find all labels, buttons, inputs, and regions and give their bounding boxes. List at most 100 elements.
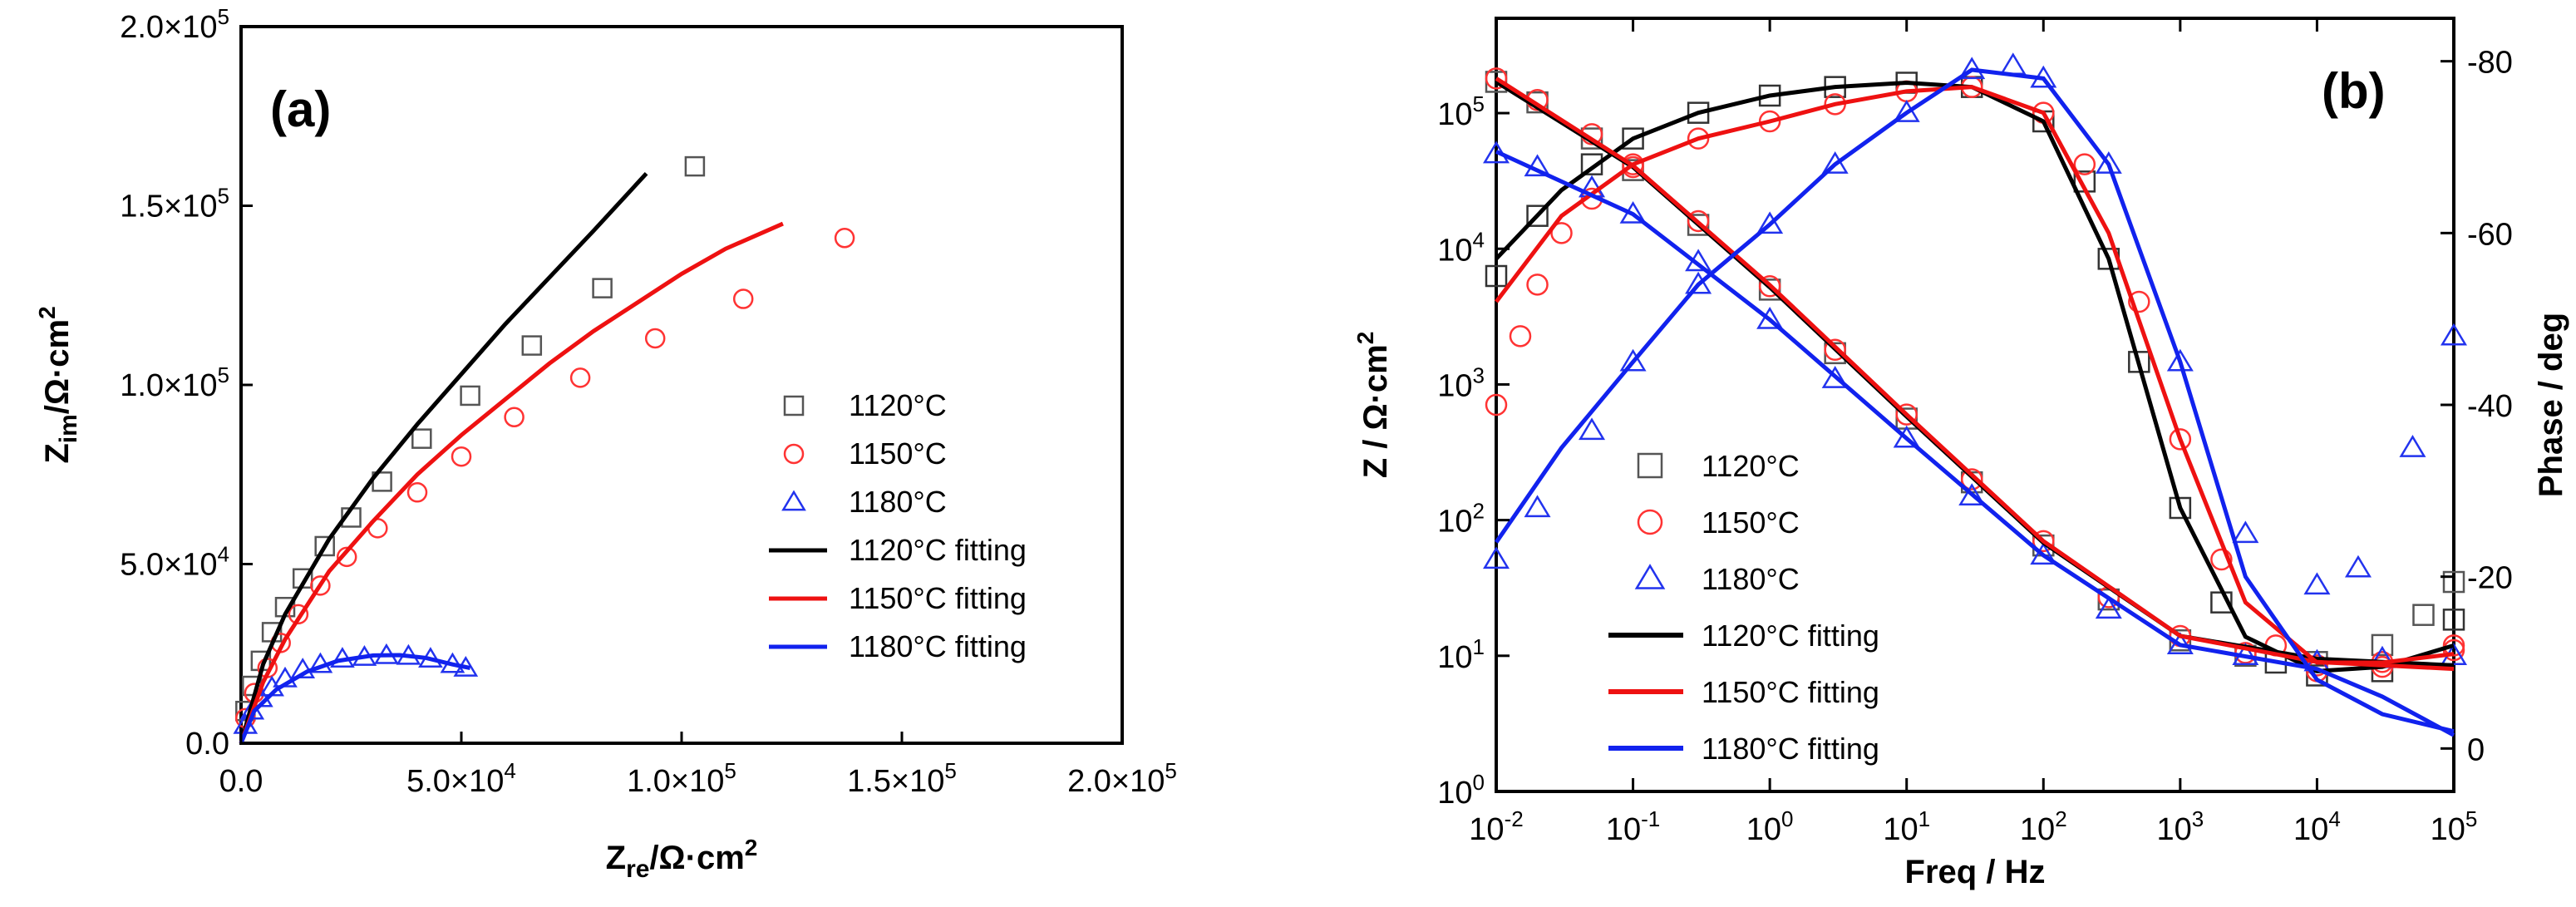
b-point-1180-c-modulus-7 <box>1893 425 1920 448</box>
b-y2-tick-label-0: 0 <box>2467 732 2485 767</box>
panel-b-y-axis-title: Z / Ω·cm2 <box>1352 332 1394 479</box>
b-legend-label-1150-c: 1150°C <box>1702 505 1800 540</box>
legend-label-1120-c: 1120°C <box>849 388 947 422</box>
b-point-1150-c-phase-0 <box>1485 393 1508 417</box>
b-point-1180-c-phase-17 <box>2440 323 2468 346</box>
b-point-1150-c-modulus-8 <box>1960 468 1983 490</box>
point-1120-c-6 <box>314 535 335 557</box>
legend-swatch-1120-c <box>783 395 805 417</box>
point-1150-c-9 <box>451 446 472 467</box>
b-legend-label-1180-c-fitting: 1180°C fitting <box>1702 732 1879 766</box>
panel-b-ticks: 10-2 10-1 100 101 102 103 104 105 100 101 102 103 10… <box>1437 18 2513 847</box>
b-y-tick-label-5: 105 <box>1437 91 1485 132</box>
b-y-tick-label-3: 103 <box>1437 362 1485 403</box>
panel-b-marks <box>1482 52 2468 737</box>
b-point-1150-c-modulus-5 <box>1758 274 1781 298</box>
point-1120-c-10 <box>460 385 480 407</box>
b-point-1180-c-modulus-6 <box>1821 366 1849 388</box>
b-point-1150-c-phase-6 <box>1687 127 1710 150</box>
b-x-tick-label--2: 10-2 <box>1469 806 1523 847</box>
b-point-1150-c-modulus-9 <box>2032 530 2055 553</box>
b-point-1150-c-modulus-0 <box>1485 67 1508 90</box>
point-1150-c-6 <box>336 546 357 568</box>
legend-swatch-1180-c <box>781 490 806 511</box>
series-1150-c-fitting-line <box>239 221 784 744</box>
b-x-tick-label-5: 105 <box>2431 806 2478 847</box>
panel-b-x-axis-title: Freq / Hz <box>1905 854 2046 890</box>
b-x-tick-label-0: 100 <box>1746 806 1794 847</box>
legend-label-1150-c-fitting: 1150°C fitting <box>849 581 1027 615</box>
b-series-1150-c-fitting-modulus-line <box>1495 76 2455 672</box>
b-point-1180-c-modulus-5 <box>1756 306 1784 329</box>
panel-a-label: (a) <box>270 81 331 137</box>
panel-a-ticks: 0.0 5.0×104 1.0×105 1.5×105 2.0×105 0.0 5.0×10… <box>120 4 1177 799</box>
b-point-1120-c-phase-0 <box>1485 264 1508 288</box>
legend-label-1180-c: 1180°C <box>849 485 947 519</box>
b-point-1180-c-phase-16 <box>2399 435 2426 457</box>
panel-a-legend: 1120°C 1150°C 1180°C 1120°C fitting 1150°C f… <box>769 388 1027 663</box>
b-point-1150-c-phase-12 <box>2073 153 2096 175</box>
point-1120-c-12 <box>592 278 613 298</box>
b-point-1180-c-phase-14 <box>2303 572 2331 595</box>
b-legend-label-1120-c: 1120°C <box>1702 449 1800 483</box>
b-x-tick-label-4: 104 <box>2293 806 2341 847</box>
x-tick-label-100000: 1.0×105 <box>627 758 736 799</box>
b-point-1180-c-modulus-9 <box>2030 542 2057 565</box>
b-point-1180-c-phase-5 <box>1756 211 1784 234</box>
series-1180-c-fitting-line <box>239 653 471 744</box>
b-point-1180-c-phase-1 <box>1524 495 1551 518</box>
b-series-1180-c-fitting-modulus-line <box>1495 150 2455 737</box>
b-point-1120-c-phase-13 <box>2169 496 2192 520</box>
point-1180-c-5 <box>290 658 316 678</box>
b-point-1120-c-modulus-14 <box>2371 633 2394 657</box>
point-1120-c-11 <box>521 335 543 356</box>
b-y2-tick-label-60: -60 <box>2467 217 2513 252</box>
b-point-1150-c-phase-2 <box>1526 274 1549 296</box>
panel-a-x-axis-title: Zre/Ω·cm2 <box>606 835 758 883</box>
b-point-1180-c-phase-15 <box>2344 555 2372 578</box>
b-point-1120-c-phase-2 <box>1580 153 1603 175</box>
b-point-1150-c-phase-5 <box>1622 153 1644 175</box>
b-point-1120-c-phase-4 <box>1687 101 1710 124</box>
point-1150-c-10 <box>504 407 525 428</box>
point-1150-c-13 <box>732 288 754 309</box>
b-point-1150-c-modulus-7 <box>1895 403 1918 426</box>
b-point-1120-c-phase-1 <box>1526 205 1549 227</box>
b-legend-label-1180-c: 1180°C <box>1702 562 1800 596</box>
b-legend-swatch-1120-c <box>1637 452 1663 479</box>
point-1150-c-4 <box>288 604 309 625</box>
b-x-tick-label-3: 103 <box>2156 806 2204 847</box>
legend-label-1150-c: 1150°C <box>849 436 947 471</box>
b-point-1120-c-modulus-15 <box>2412 604 2435 626</box>
x-tick-label-150000: 1.5×105 <box>847 758 957 799</box>
b-point-1180-c-phase-9 <box>1999 52 2027 75</box>
b-y-tick-label-2: 102 <box>1437 499 1485 540</box>
point-1120-c-13 <box>684 155 706 177</box>
b-point-1180-c-phase-4 <box>1685 271 1712 294</box>
y-tick-label-150000: 1.5×105 <box>120 184 229 224</box>
y-tick-label-0: 0.0 <box>185 727 229 762</box>
b-point-1150-c-phase-1 <box>1509 325 1532 348</box>
b-point-1120-c-modulus-16 <box>2442 570 2465 594</box>
b-point-1150-c-modulus-6 <box>1824 338 1846 362</box>
point-1150-c-5 <box>310 575 331 596</box>
legend-label-1180-c-fitting: 1180°C fitting <box>849 629 1027 663</box>
b-x-tick-label--1: 10-1 <box>1606 806 1660 847</box>
b-point-1180-c-phase-13 <box>2232 520 2259 544</box>
point-1150-c-11 <box>569 367 591 388</box>
y-tick-label-200000: 2.0×105 <box>120 4 229 45</box>
b-point-1120-c-phase-3 <box>1622 127 1644 150</box>
legend-swatch-1150-c <box>783 443 805 465</box>
x-tick-label-50000: 5.0×104 <box>406 758 516 799</box>
b-point-1120-c-phase-18 <box>2442 609 2465 631</box>
b-point-1150-c-phase-3 <box>1550 222 1573 244</box>
b-point-1180-c-phase-0 <box>1482 546 1510 569</box>
panel-a-y-axis-title: Zim/Ω·cm2 <box>34 306 82 463</box>
panel-b-y2-axis-title: Phase / deg <box>2533 313 2569 497</box>
legend-label-1120-c-fitting: 1120°C fitting <box>849 533 1027 567</box>
b-y-tick-label-1: 101 <box>1437 634 1485 675</box>
point-1150-c-14 <box>834 228 855 249</box>
b-point-1150-c-phase-13 <box>2128 290 2150 313</box>
b-y-tick-label-0: 100 <box>1437 770 1485 811</box>
